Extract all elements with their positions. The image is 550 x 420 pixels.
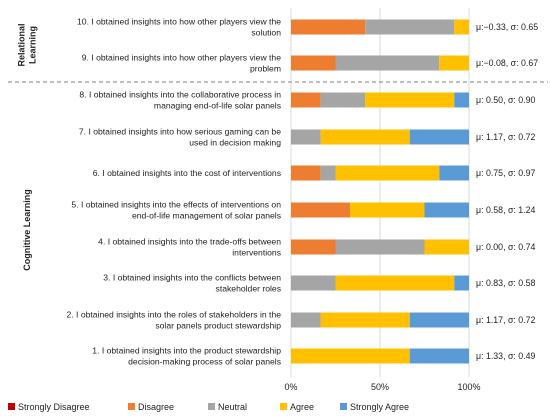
bar-segment <box>320 312 410 328</box>
x-tick-label-2: 100% <box>457 382 480 392</box>
bar-segment <box>439 55 469 71</box>
category-label-7: 3. I obtained insights into the conflict… <box>103 273 281 294</box>
stat-labels: μ:−0.33, σ: 0.65 μ:−0.08, σ: 0.67 μ: 0.50,… <box>476 22 538 361</box>
bar-segment <box>291 165 321 181</box>
legend-label-3: Agree <box>290 402 314 412</box>
bar-segment <box>454 19 469 35</box>
bars <box>291 19 469 364</box>
stat-label-6: μ: 0.00, σ: 0.74 <box>476 242 536 252</box>
stat-label-4: μ: 0.75, σ: 0.97 <box>476 168 536 178</box>
bar-segment <box>365 19 455 35</box>
bar-segment <box>409 312 469 328</box>
x-tick-label-1: 50% <box>371 382 389 392</box>
legend-item-1: Disagree <box>128 402 174 412</box>
legend-item-3: Agree <box>280 402 314 412</box>
category-label-2: 8. I obtained insights into the collabor… <box>79 90 281 111</box>
bar-segment <box>291 312 321 328</box>
stat-label-8: μ: 1.17, σ: 0.72 <box>476 315 536 325</box>
category-label-0: 10. I obtained insights into how other p… <box>77 17 281 38</box>
legend-item-2: Neutral <box>208 402 247 412</box>
stat-label-7: μ: 0.83, σ: 0.58 <box>476 278 536 288</box>
category-label-9: 1. I obtained insights into the product … <box>92 346 281 367</box>
bar-segment <box>335 55 440 71</box>
stat-label-9: μ: 1.33, σ: 0.49 <box>476 351 536 361</box>
category-label-6: 4. I obtained insights into the trade-of… <box>98 237 281 258</box>
bar-segment <box>424 202 469 218</box>
legend: Strongly Disagree Disagree Neutral Agree Str… <box>8 402 409 412</box>
x-axis-ticks: 0% 50% 100% <box>284 382 480 392</box>
bar-segment <box>320 165 336 181</box>
bar-segment <box>291 275 336 291</box>
category-label-1: 9. I obtained insights into how other pl… <box>82 53 281 74</box>
stat-label-2: μ: 0.50, σ: 0.90 <box>476 95 536 105</box>
legend-swatch-2 <box>208 403 215 410</box>
legend-swatch-1 <box>128 403 135 410</box>
category-label-3: 7. I obtained insights into how serious … <box>79 127 281 148</box>
stat-label-1: μ:−0.08, σ: 0.67 <box>476 58 538 68</box>
category-label-8: 2. I obtained insights into the roles of… <box>67 310 282 331</box>
bar-segment <box>291 129 321 145</box>
bar-segment <box>335 275 455 291</box>
x-tick-label-0: 0% <box>284 382 297 392</box>
bar-segment <box>291 239 336 255</box>
stat-label-3: μ: 1.17, σ: 0.72 <box>476 132 536 142</box>
bar-segment <box>291 55 336 71</box>
legend-label-1: Disagree <box>138 402 174 412</box>
category-label-4: 6. I obtained insights into the cost of … <box>93 168 281 178</box>
bar-segment <box>409 348 469 364</box>
legend-item-4: Strongly Agree <box>340 402 409 412</box>
bar-segment <box>291 92 321 108</box>
legend-swatch-0 <box>8 403 15 410</box>
bar-segment <box>335 239 425 255</box>
bar-segment <box>291 348 410 364</box>
stat-label-0: μ:−0.33, σ: 0.65 <box>476 22 538 32</box>
bar-segment <box>454 275 469 291</box>
bar-segment <box>320 129 410 145</box>
bar-segment <box>335 165 440 181</box>
bar-segment <box>291 202 351 218</box>
legend-item-0: Strongly Disagree <box>8 402 90 412</box>
group-labels: RelationalLearning Cognitive Learning <box>17 23 38 270</box>
legend-swatch-3 <box>280 403 287 410</box>
bar-segment <box>365 92 455 108</box>
bar-segment <box>350 202 425 218</box>
legend-label-0: Strongly Disagree <box>18 402 90 412</box>
bar-segment <box>320 92 366 108</box>
category-label-5: 5. I obtained insights into the effects … <box>71 200 281 221</box>
bar-segment <box>291 19 366 35</box>
category-labels: 10. I obtained insights into how other p… <box>67 17 282 367</box>
stat-label-5: μ: 0.58, σ: 1.24 <box>476 205 536 215</box>
bar-segment <box>439 165 469 181</box>
legend-label-2: Neutral <box>218 402 247 412</box>
bar-segment <box>424 239 469 255</box>
bar-segment <box>454 92 469 108</box>
group-label-0: RelationalLearning <box>17 23 38 66</box>
legend-label-4: Strongly Agree <box>350 402 409 412</box>
bar-segment <box>409 129 469 145</box>
group-label-1: Cognitive Learning <box>22 189 32 271</box>
legend-swatch-4 <box>340 403 347 410</box>
